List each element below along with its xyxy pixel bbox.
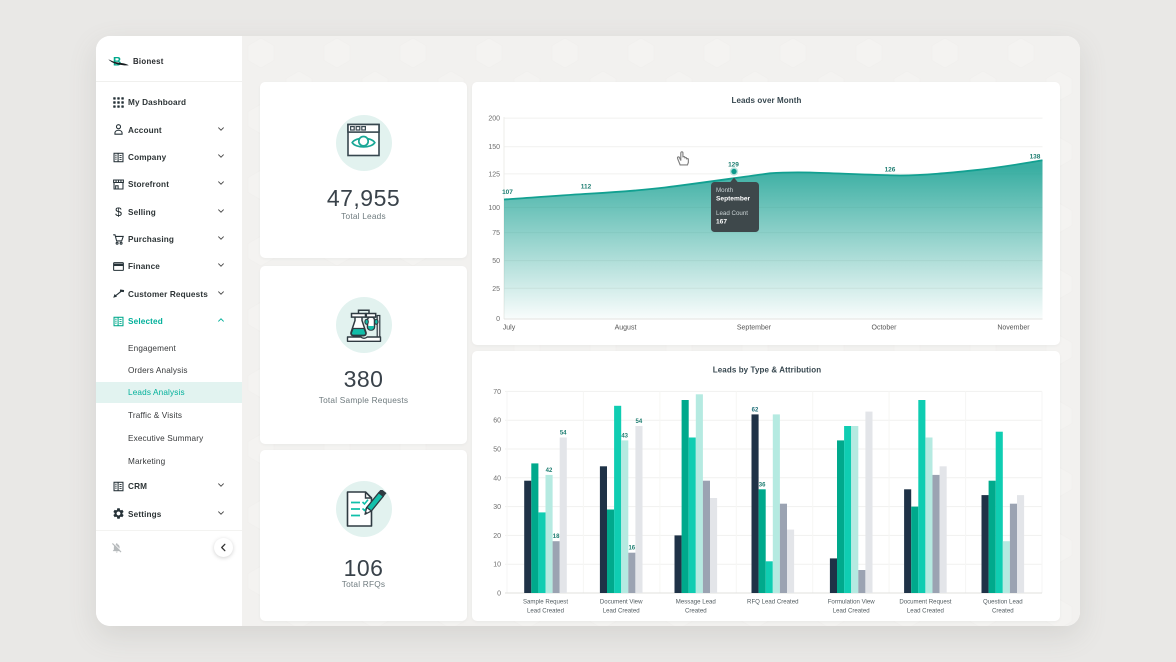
svg-text:Message Lead: Message Lead (676, 599, 716, 606)
svg-text:54: 54 (636, 419, 643, 425)
svg-text:18: 18 (553, 534, 560, 540)
svg-text:25: 25 (492, 286, 500, 293)
svg-text:125: 125 (488, 171, 500, 178)
svg-text:Lead Created: Lead Created (603, 608, 640, 615)
svg-text:150: 150 (488, 144, 500, 151)
svg-text:36: 36 (759, 482, 766, 488)
svg-text:September: September (716, 196, 751, 203)
svg-text:$: $ (115, 205, 122, 218)
svg-text:167: 167 (716, 219, 727, 226)
svg-text:Created: Created (992, 608, 1014, 615)
svg-text:138: 138 (1030, 154, 1041, 161)
svg-text:October: October (872, 325, 898, 332)
svg-text:70: 70 (493, 389, 501, 396)
svg-text:Leads by Type & Attribution: Leads by Type & Attribution (713, 366, 821, 375)
svg-text:60: 60 (493, 418, 501, 425)
svg-text:Created: Created (685, 608, 707, 615)
svg-text:40: 40 (493, 475, 501, 482)
svg-text:54: 54 (560, 431, 567, 437)
svg-text:129: 129 (728, 162, 739, 169)
svg-text:75: 75 (492, 230, 500, 237)
svg-text:16: 16 (628, 546, 635, 552)
svg-text:50: 50 (492, 258, 500, 265)
svg-text:Lead Created: Lead Created (527, 608, 564, 615)
svg-text:10: 10 (493, 562, 501, 569)
svg-text:Document Request: Document Request (899, 599, 951, 606)
svg-text:July: July (503, 325, 516, 332)
svg-text:Sample Request: Sample Request (523, 599, 568, 606)
svg-text:RFQ Lead Created: RFQ Lead Created (747, 599, 799, 606)
svg-text:November: November (997, 325, 1030, 332)
svg-text:62: 62 (752, 407, 759, 413)
svg-text:B: B (113, 57, 121, 69)
svg-text:September: September (737, 325, 772, 332)
svg-text:Month: Month (716, 187, 734, 194)
svg-text:100: 100 (488, 205, 500, 212)
svg-text:Document View: Document View (600, 599, 643, 606)
svg-text:Lead Count: Lead Count (716, 210, 748, 217)
svg-text:Lead Created: Lead Created (907, 608, 944, 615)
svg-text:42: 42 (546, 468, 553, 474)
svg-text:43: 43 (621, 433, 628, 439)
svg-text:0: 0 (497, 591, 501, 598)
svg-text:Formulation View: Formulation View (828, 599, 876, 606)
svg-text:August: August (615, 325, 637, 332)
svg-text:20: 20 (493, 533, 501, 540)
svg-text:50: 50 (493, 447, 501, 454)
svg-text:126: 126 (885, 167, 896, 174)
svg-text:200: 200 (488, 116, 500, 123)
svg-text:112: 112 (581, 184, 592, 191)
svg-text:0: 0 (496, 316, 500, 323)
svg-text:30: 30 (493, 504, 501, 511)
svg-text:Leads over Month: Leads over Month (731, 96, 801, 105)
svg-text:Lead Created: Lead Created (833, 608, 870, 615)
svg-text:Question Lead: Question Lead (983, 599, 1023, 606)
svg-text:107: 107 (502, 189, 513, 196)
